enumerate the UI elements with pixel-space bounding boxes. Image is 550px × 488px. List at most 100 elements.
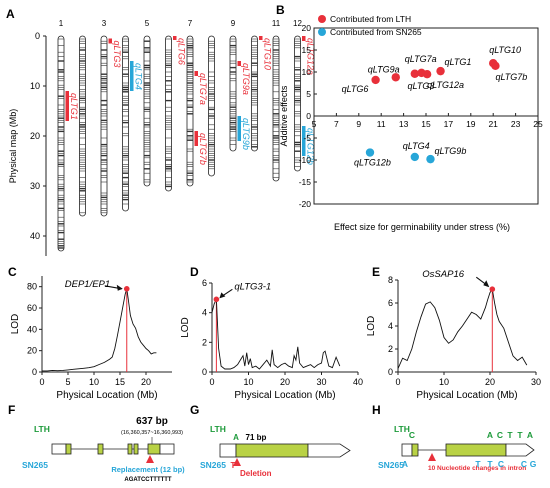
panel-f-replacement-marker — [146, 455, 154, 463]
panel-h-top-base: A — [527, 430, 533, 440]
panel-e-ylabel: LOD — [366, 316, 377, 337]
panel-letter-f: F — [8, 403, 15, 417]
panel-e-ytick-label: 4 — [388, 321, 393, 331]
panel-d-peak-marker — [213, 296, 220, 303]
panel-d-ytick-label: 0 — [202, 367, 207, 377]
panel-b-xtick-label: 19 — [466, 119, 476, 129]
panel-b-ytick-label: -10 — [299, 155, 312, 165]
panel-b-xtick-label: 23 — [511, 119, 521, 129]
chromosome-bar — [57, 35, 65, 252]
chromosome-bar — [208, 35, 215, 177]
panel-c-xtick-label: 20 — [141, 377, 151, 387]
panel-b-ytick-label: 10 — [302, 67, 312, 77]
panel-h-utr-left — [401, 443, 413, 457]
panel-e-xtick-label: 30 — [531, 377, 541, 387]
panel-c-lod-plot: 0 20 40 60 80 0 5 10 15 20 Physical Location (Mb) L… — [10, 276, 172, 401]
qtl-marker — [173, 36, 177, 40]
panel-a-chromosome-map: Physical map (Mb) 0 10 20 30 40 1 3 5 7 9 11 12 qLT… — [8, 19, 316, 256]
panel-d-xtick-label: 10 — [243, 377, 253, 387]
panel-d-ylabel: LOD — [180, 317, 191, 338]
panel-b-ytick-label: 20 — [302, 23, 312, 33]
legend-label-lth: Contributed from LTH — [330, 14, 411, 24]
panel-e-xtick-label: 10 — [439, 377, 449, 387]
scatter-point-label: qLTG7a — [405, 54, 437, 64]
qtl-marker — [237, 116, 241, 141]
panel-d-ytick-label: 2 — [202, 337, 207, 347]
panel-b-xtick-label: 21 — [488, 119, 498, 129]
panel-h-bottom-base: C — [498, 459, 504, 469]
panel-letter-g: G — [190, 403, 199, 417]
qtl-marker — [65, 91, 69, 121]
panel-e-lod-curve — [397, 288, 528, 369]
chromosome-bar — [165, 35, 172, 192]
panel-letter-a: A — [6, 7, 15, 21]
panel-g-exon — [235, 443, 309, 458]
qtl-marker — [237, 61, 241, 66]
panel-e-ytick-label: 8 — [388, 275, 393, 285]
panel-d-peak-label: qLTG3-1 — [234, 281, 271, 292]
panel-f-lth-label: LTH — [34, 424, 50, 434]
panel-c-ytick-label: 0 — [32, 367, 37, 377]
panel-b-ytick-label: 0 — [306, 111, 311, 121]
scatter-point — [371, 75, 380, 85]
panel-e-peak-marker — [489, 286, 496, 293]
panel-f-gene-structure: LTH SN265 637 bp (16,360,357~16,360,993)… — [22, 416, 185, 483]
panel-b-legend: Contributed from LTH Contributed from SN… — [318, 14, 422, 37]
panel-b-xtick-label: 13 — [399, 119, 409, 129]
scatter-point — [410, 152, 419, 162]
panel-a-ylabel: Physical map (Mb) — [8, 109, 18, 184]
scatter-point-label: qLTG6 — [342, 84, 369, 94]
qtl-label: qLTG6 — [177, 38, 187, 65]
panel-d-xlabel: Physical Location (Mb) — [234, 390, 335, 401]
chromosome-bar — [229, 35, 237, 152]
panel-c-peak-marker — [123, 286, 130, 292]
panel-a-ytick-label: 30 — [30, 181, 40, 191]
panel-h-exon-1 — [411, 443, 419, 457]
qtl-label: qLTG7b — [198, 133, 208, 165]
panel-g-size: 71 bp — [246, 433, 267, 442]
panel-d-lod-curve — [211, 299, 341, 370]
panel-f-exon-1 — [65, 443, 72, 455]
panel-c-peak-arrowhead — [116, 284, 123, 291]
scatter-point — [410, 69, 419, 78]
panel-b-xtick-label: 9 — [356, 119, 361, 129]
panel-h-top-base: C — [409, 430, 415, 440]
scatter-point — [491, 61, 500, 71]
scatter-point-label: qLTG3 — [408, 81, 435, 91]
panel-g-utr-left — [219, 443, 237, 458]
panel-h-top-base: A — [487, 430, 493, 440]
qtl-label: qLTG9a — [241, 63, 251, 95]
qtl-label: qLTG4 — [134, 63, 144, 90]
panel-h-bottom-base: G — [530, 459, 537, 469]
panel-f-sequence: AGATCCTTTTTT — [124, 477, 172, 483]
panel-h-lth-label: LTH — [394, 424, 410, 434]
panel-b-ytick-label: -5 — [303, 133, 311, 143]
qtl-marker — [130, 61, 134, 91]
chromosome-number: 1 — [59, 19, 64, 28]
panel-c-ytick-label: 40 — [27, 324, 37, 334]
panel-e-ytick-label: 0 — [388, 367, 393, 377]
scatter-point — [426, 154, 435, 164]
panel-d-xtick-label: 20 — [280, 377, 290, 387]
panel-g-deletion-marker — [233, 458, 241, 466]
chromosome-bar — [251, 35, 258, 152]
panel-g-top-base: A — [233, 433, 239, 442]
panel-h-bottom-base: T — [475, 459, 481, 469]
scatter-point-label: qLTG12b — [354, 158, 391, 168]
chromosome-number: 7 — [188, 19, 193, 28]
panel-h-bottom-base: C — [521, 459, 527, 469]
panel-b-ytick-label: 5 — [306, 89, 311, 99]
panel-h-change: 10 Nucleotide changes in intron — [428, 465, 526, 472]
qtl-marker — [302, 126, 306, 156]
panel-b-xtick-label: 17 — [444, 119, 454, 129]
legend-label-sn265: Contributed from SN265 — [330, 27, 422, 37]
panel-d-ytick-label: 6 — [202, 278, 207, 288]
panel-b-xtick-label: 7 — [334, 119, 339, 129]
panel-e-xlabel: Physical Location (Mb) — [416, 390, 517, 401]
qtl-marker — [194, 71, 198, 76]
panel-c-xtick-label: 10 — [89, 377, 99, 387]
scatter-point-label: qLTG1 — [445, 57, 472, 67]
panel-c-lod-curve — [42, 288, 157, 372]
panel-d-xtick-label: 30 — [316, 377, 326, 387]
legend-marker-lth — [318, 15, 326, 23]
